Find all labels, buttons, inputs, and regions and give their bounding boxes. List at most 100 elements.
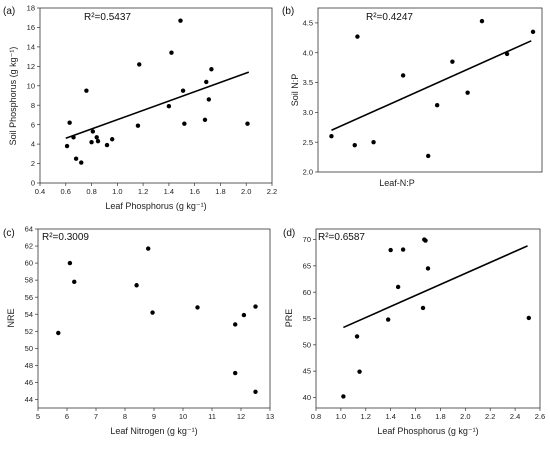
panel-a-ytick-label: 14 <box>27 42 35 51</box>
panel-a-data-point <box>182 121 187 126</box>
panel-d-ytick-label: 60 <box>303 288 311 297</box>
panel-d-data-point <box>388 247 393 253</box>
panel-d-ytick-label: 65 <box>303 261 311 270</box>
panel-c-data-point <box>253 389 258 395</box>
panel-b-data-point <box>400 73 406 78</box>
panel-a-data-point <box>94 135 99 140</box>
panel-a-data-point <box>79 160 84 165</box>
panel-a-data-point <box>95 138 101 144</box>
panel-d-data-point <box>423 238 428 243</box>
panel-a-xtick-label: 2.2 <box>267 187 277 196</box>
panel-a-ytick-label: 0 <box>31 179 35 188</box>
panel-b-trendline <box>331 40 532 131</box>
panel-c-xtick-label: 5 <box>36 412 40 421</box>
panel-d-ytick-label: 45 <box>303 367 311 376</box>
panel-a-ytick-label: 18 <box>27 4 35 13</box>
panel-a-xlabel: Leaf Phosphorus (g kg⁻¹) <box>105 201 206 211</box>
panel-c-ytick-label: 64 <box>25 225 33 234</box>
panel-b-ytick-label: 3.0 <box>303 108 313 117</box>
panel-b-data-point <box>465 90 470 95</box>
panel-a-xtick-label: 1.6 <box>189 187 199 196</box>
panel-a-data-point <box>178 18 183 23</box>
panel-a-data-point <box>202 117 208 123</box>
panel-c-ytick-label: 62 <box>25 242 33 251</box>
panel-c-ytick-label: 44 <box>25 395 33 404</box>
panel-a: (a) R²=0.5437 Leaf Phosphorus (g kg⁻¹) S… <box>3 4 277 211</box>
panel-c-data-point <box>150 310 155 315</box>
panel-d-xtick-label: 1.4 <box>385 412 395 421</box>
panel-b-xlabel: Leaf-N:P <box>379 178 415 188</box>
panel-a-ytick-label: 10 <box>27 81 35 90</box>
panel-a-data-point <box>104 142 110 148</box>
panel-a-data-point <box>135 123 141 128</box>
panel-d-data-point <box>400 247 406 252</box>
panel-c-r2: R²=0.3009 <box>42 232 89 243</box>
panel-a-data-point <box>180 88 186 93</box>
panel-a-data-point <box>73 156 79 161</box>
panel-a-data-point <box>209 67 214 72</box>
panel-b-data-point <box>504 51 510 57</box>
panel-b-data-point <box>450 59 455 64</box>
panel-b: (b) R²=0.4247 Leaf-N:P Soil N:P 2.0 2.5 3.… <box>282 6 543 188</box>
panel-c: (c) R²=0.3009 Leaf Nitrogen (g kg⁻¹) NRE… <box>3 225 274 436</box>
panel-c-data-point <box>72 279 77 285</box>
panel-d-xtick-label: 2.4 <box>510 412 520 421</box>
panel-c-data-point <box>146 246 151 251</box>
panel-c-xtick-label: 8 <box>123 412 127 421</box>
panel-c-data-point <box>253 304 258 309</box>
panel-c-xtick-label: 10 <box>179 412 187 421</box>
panel-d-r2: R²=0.6587 <box>318 232 365 243</box>
panel-a-label: (a) <box>3 6 15 17</box>
panel-a-xtick-label: 1.4 <box>164 187 174 196</box>
panel-a-data-point <box>71 135 76 140</box>
panel-b-data-point <box>352 142 357 148</box>
panel-a-data-point <box>245 121 250 126</box>
panel-d-data-point <box>395 284 401 290</box>
panel-c-data-point <box>134 283 139 288</box>
panel-b-ytick-label: 4.5 <box>303 19 313 28</box>
panel-a-data-point <box>169 50 174 55</box>
panel-c-ytick-label: 52 <box>25 327 33 336</box>
panel-d-trendline <box>343 245 528 329</box>
panel-c-xtick-label: 12 <box>237 412 245 421</box>
panel-c-ytick-label: 50 <box>25 344 33 353</box>
panel-d-ytick-label: 70 <box>303 235 311 244</box>
panel-d-data-point <box>425 266 431 271</box>
panel-d: (d) R²=0.6587 Leaf Phosphorus (g kg⁻¹) P… <box>283 228 545 436</box>
panel-b-ylabel: Soil N:P <box>290 74 300 107</box>
panel-a-trendline <box>65 71 250 140</box>
panel-a-r2: R²=0.5437 <box>84 12 131 23</box>
panel-a-ylabel: Soil Phosphorus (g kg⁻¹) <box>8 47 18 146</box>
panel-a-data-point <box>90 129 96 134</box>
panel-b-r2: R²=0.4247 <box>366 12 413 23</box>
panel-a-ytick-label: 16 <box>27 23 35 32</box>
panel-a-xtick-label: 2.0 <box>241 187 251 196</box>
panel-d-data-point <box>526 315 531 321</box>
panel-a-data-point <box>64 143 70 149</box>
panel-b-data-point <box>479 18 485 24</box>
panel-d-xtick-label: 2.0 <box>460 412 470 421</box>
panel-a-xtick-label: 1.0 <box>112 187 122 196</box>
panel-d-xtick-label: 2.2 <box>485 412 495 421</box>
panel-c-xtick-label: 6 <box>65 412 69 421</box>
panel-a-data-point <box>166 103 172 109</box>
panel-b-label: (b) <box>282 6 294 17</box>
panel-b-ytick-label: 4.0 <box>303 48 313 57</box>
panel-c-ytick-label: 56 <box>25 293 33 302</box>
panel-a-ytick-label: 2 <box>31 159 35 168</box>
panel-d-xtick-label: 1.0 <box>336 412 346 421</box>
panel-b-frame <box>317 7 543 173</box>
panel-b-ytick-label: 3.5 <box>303 78 313 87</box>
panel-a-data-point <box>89 139 94 145</box>
panel-d-xtick-label: 1.8 <box>435 412 445 421</box>
panel-d-xtick-label: 2.6 <box>535 412 545 421</box>
panel-c-data-point <box>241 312 247 318</box>
panel-d-data-point <box>341 394 346 399</box>
panel-d-xtick-label: 0.8 <box>311 412 321 421</box>
panel-a-data-point <box>84 88 89 93</box>
panel-b-ytick-label: 2.5 <box>303 138 313 147</box>
panel-d-label: (d) <box>283 228 295 239</box>
panel-c-data-point <box>233 370 238 376</box>
panel-d-ytick-label: 50 <box>303 340 311 349</box>
panel-c-data-point <box>195 305 200 310</box>
